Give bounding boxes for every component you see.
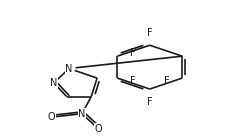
- Text: F: F: [130, 76, 136, 86]
- Text: F: F: [147, 97, 153, 107]
- Text: O: O: [48, 112, 55, 122]
- Text: N: N: [65, 64, 73, 73]
- Text: N: N: [50, 78, 58, 88]
- Text: N: N: [78, 109, 86, 119]
- Text: F: F: [164, 76, 169, 86]
- Text: F: F: [130, 48, 136, 58]
- Text: O: O: [95, 124, 102, 134]
- Text: F: F: [147, 28, 153, 38]
